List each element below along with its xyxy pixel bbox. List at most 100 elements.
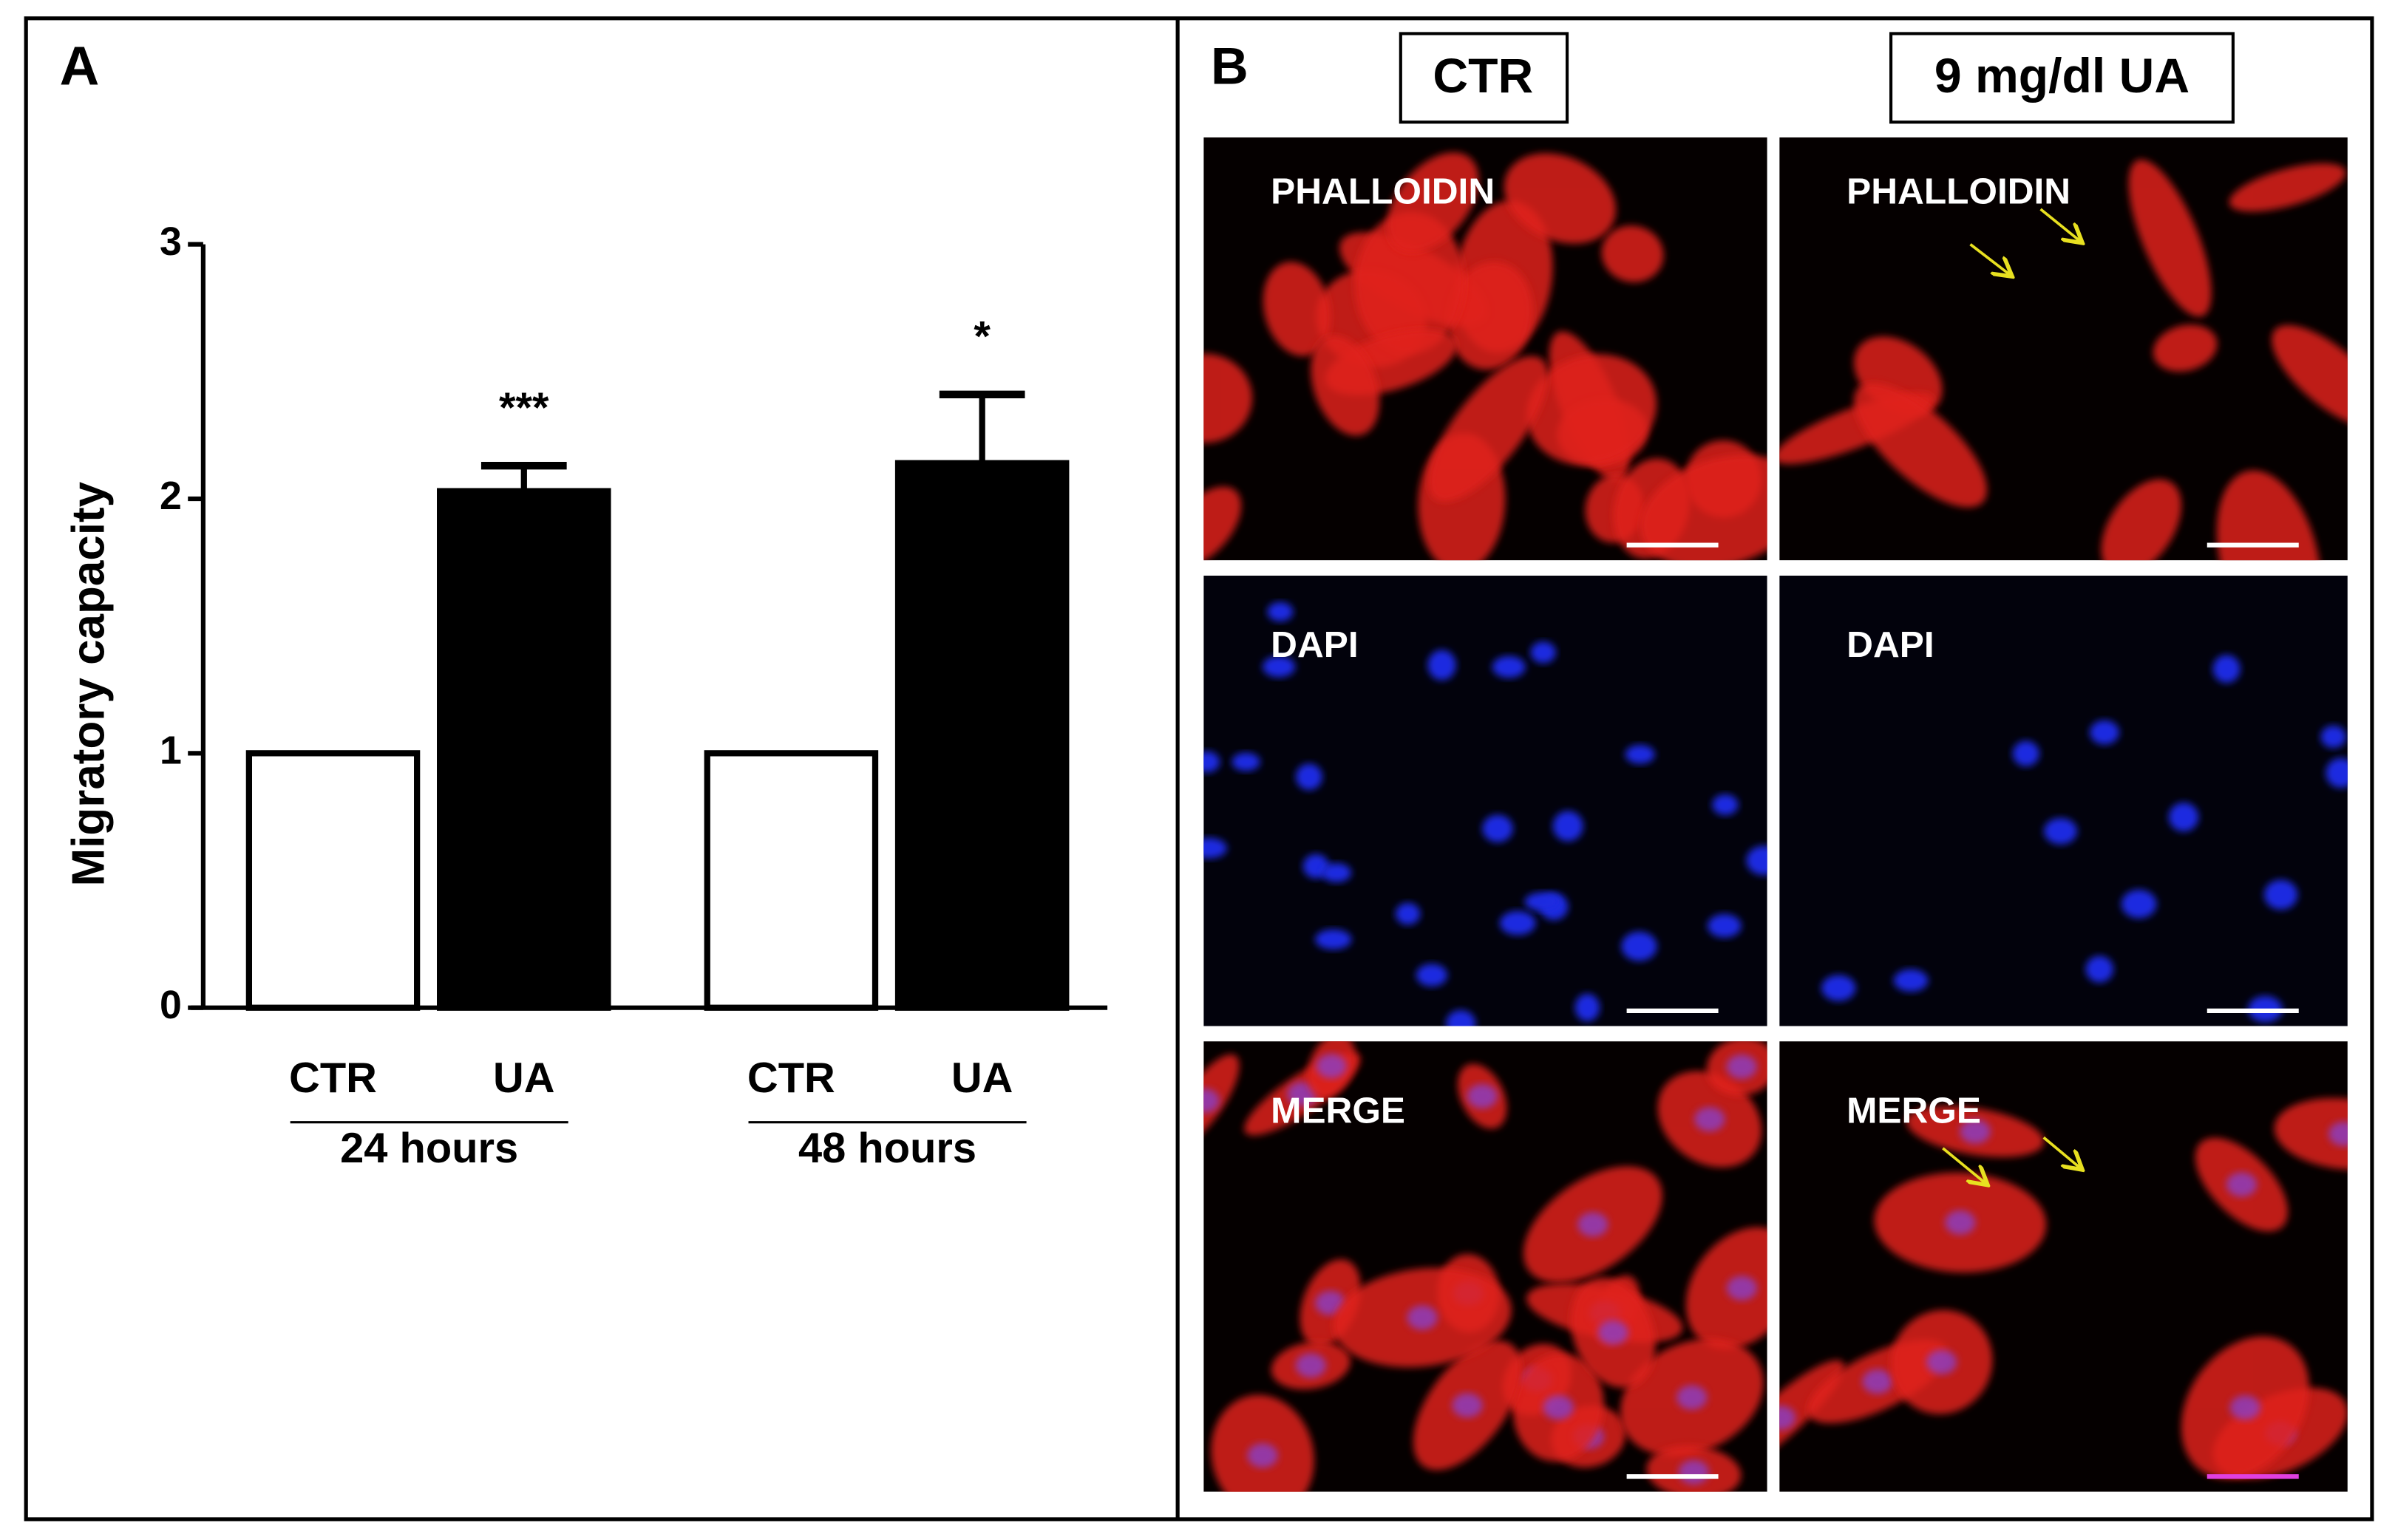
nucleus [1726,1055,1757,1080]
nucleus [1543,1395,1574,1420]
cell [1354,211,1465,355]
cell [1640,454,1767,561]
arrow [1942,1147,1985,1184]
significance-label: * [974,313,991,361]
nucleus [1524,892,1560,912]
cell [2216,470,2321,561]
nucleus [1203,837,1227,859]
micrograph-background [1779,575,2348,1026]
x-tick-label: CTR [747,1055,835,1102]
stain-label: DAPI [1271,624,1358,665]
nucleus [2085,955,2114,983]
nucleus [2264,879,2298,910]
cell [1311,335,1380,436]
group-label: 24 hours [340,1125,518,1172]
micrographs: PHALLOIDIN PHALLOIDIN DAPI DAPI MERGE MERGE [1203,137,2348,1492]
nucleus [2090,720,2119,745]
group-label: 48 hours [798,1125,976,1172]
nucleus [1574,993,1600,1022]
bar [894,460,1070,1011]
nucleus [1267,602,1294,621]
nucleus [1316,1054,1347,1079]
nucleus [2012,740,2039,767]
cell [2153,324,2218,372]
bar [437,488,611,1011]
nucleus [1530,641,1556,664]
micrograph: MERGE [1779,1041,2348,1492]
cell [1387,152,1479,253]
stain-label: MERGE [1847,1089,1981,1131]
nucleus [1552,811,1583,842]
cell [1203,486,1242,561]
nucleus [1232,752,1260,771]
y-tick-label: 3 [160,219,182,264]
nucleus [2328,1121,2348,1146]
x-tick-label: UA [493,1055,555,1102]
nucleus [2044,817,2078,845]
nucleus [1407,1305,1438,1330]
nucleus [1746,845,1767,876]
cell [1853,383,1988,508]
nucleus [1678,1459,1710,1485]
micrograph: DAPI [1203,575,1767,1026]
nucleus [1821,975,1856,1001]
nucleus [1467,1083,1498,1109]
column-header-box [1889,32,2235,124]
cell [1428,355,1549,502]
x-tick-label: UA [951,1055,1013,1102]
nucleus [2326,757,2348,788]
micrograph: DAPI [1779,575,2348,1026]
nucleus [1295,1353,1326,1378]
cell [2272,324,2348,429]
nucleus [1452,1393,1483,1418]
x-tick-label: CTR [289,1055,377,1102]
arrow [1969,243,2011,275]
y-tick-label: 2 [160,474,182,518]
y-axis-label: Migratory capacity [63,481,114,886]
nucleus [1707,913,1742,938]
cell [1447,261,1534,370]
micrograph: PHALLOIDIN [1203,137,1767,561]
nucleus [2121,889,2157,919]
y-tick-label: 1 [160,729,182,773]
nucleus [1427,650,1456,681]
nucleus [2229,1395,2260,1420]
stain-label: DAPI [1847,624,1934,665]
nucleus [1446,1009,1476,1026]
nucleus [1482,814,1513,842]
nucleus [1203,751,1220,773]
nucleus [1597,1320,1628,1345]
cell [1263,262,1331,356]
cell [1504,153,1617,244]
nucleus [1315,929,1352,950]
nucleus [1926,1349,1957,1374]
micrograph: PHALLOIDIN [1779,137,2348,561]
nucleus [1321,862,1352,883]
nucleus [1676,1385,1708,1410]
nucleus [1247,1443,1278,1468]
nucleus [1577,1212,1608,1237]
cell [1601,225,1664,282]
cell [2101,479,2182,561]
panel-label: B [1211,37,1249,95]
nucleus [1712,794,1739,816]
nucleus [1862,1369,1893,1394]
nucleus [1492,655,1526,678]
nucleus [2212,655,2241,684]
stain-label: PHALLOIDIN [1847,171,2070,212]
cell [1203,353,1253,443]
nucleus [1499,910,1536,936]
arrow [2042,1136,2081,1168]
nucleus [1960,1119,1991,1144]
column-header: 9 mg/dl UA [1934,49,2190,103]
nucleus [1726,1275,1758,1301]
nucleus [1694,1107,1725,1132]
stain-label: PHALLOIDIN [1271,171,1495,212]
panel-label: A [60,35,100,97]
arrow [2039,208,2081,241]
column-header: CTR [1433,49,1533,103]
nucleus [1203,1088,1220,1114]
nucleus [1395,902,1421,925]
